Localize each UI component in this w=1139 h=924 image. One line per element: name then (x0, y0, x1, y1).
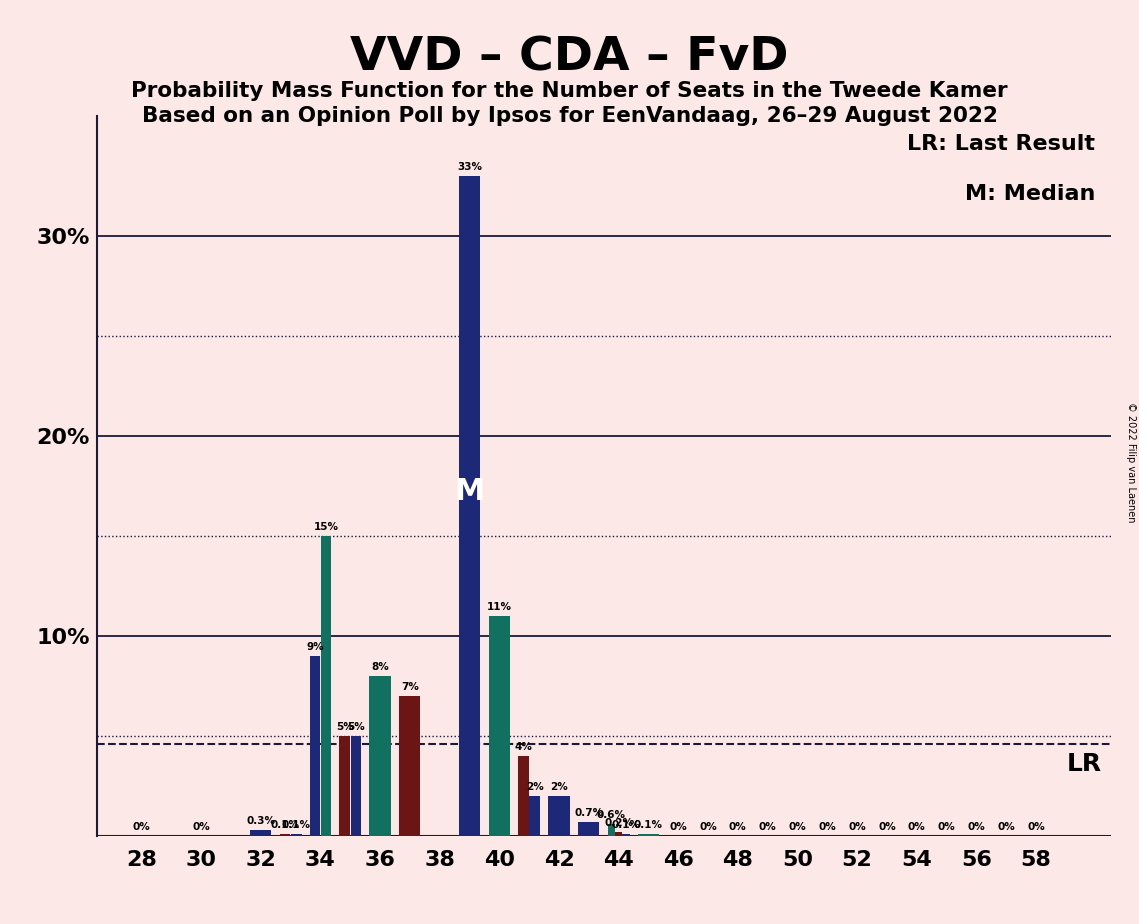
Text: Based on an Opinion Poll by Ipsos for EenVandaag, 26–29 August 2022: Based on an Opinion Poll by Ipsos for Ee… (141, 106, 998, 127)
Text: VVD – CDA – FvD: VVD – CDA – FvD (351, 35, 788, 80)
Text: 0%: 0% (670, 822, 687, 833)
Bar (400, 696, 420, 836)
Bar (251, 831, 271, 836)
Bar (339, 736, 350, 836)
Bar (623, 834, 630, 836)
Text: 0.6%: 0.6% (597, 810, 625, 821)
Text: 0%: 0% (729, 822, 747, 833)
Text: 0%: 0% (908, 822, 926, 833)
Text: 7%: 7% (401, 682, 419, 692)
Bar (579, 822, 599, 836)
Text: 33%: 33% (457, 162, 482, 172)
Text: 0%: 0% (937, 822, 956, 833)
Text: 2%: 2% (550, 783, 568, 792)
Bar (530, 796, 540, 836)
Text: 0%: 0% (849, 822, 866, 833)
Text: © 2022 Filip van Laenen: © 2022 Filip van Laenen (1126, 402, 1136, 522)
Bar (489, 616, 510, 836)
Text: 5%: 5% (336, 723, 353, 732)
Text: 0%: 0% (1027, 822, 1044, 833)
Text: 0.1%: 0.1% (612, 821, 640, 831)
Text: 0.1%: 0.1% (271, 821, 300, 831)
Bar (459, 176, 481, 836)
Text: 2%: 2% (526, 783, 543, 792)
Bar (607, 824, 615, 836)
Bar (369, 676, 391, 836)
Text: 11%: 11% (486, 602, 511, 612)
Text: 0%: 0% (967, 822, 985, 833)
Text: 0%: 0% (788, 822, 806, 833)
Text: 8%: 8% (371, 663, 388, 672)
Text: M: Median: M: Median (965, 184, 1096, 204)
Text: 0.1%: 0.1% (281, 821, 311, 831)
Bar (548, 796, 570, 836)
Text: 0%: 0% (192, 822, 210, 833)
Text: 0%: 0% (819, 822, 836, 833)
Bar (518, 756, 528, 836)
Text: 0%: 0% (699, 822, 716, 833)
Text: 0%: 0% (132, 822, 150, 833)
Bar (638, 834, 659, 836)
Text: 0.2%: 0.2% (604, 819, 633, 828)
Text: 0%: 0% (759, 822, 777, 833)
Text: LR: LR (1066, 752, 1101, 776)
Text: Probability Mass Function for the Number of Seats in the Tweede Kamer: Probability Mass Function for the Number… (131, 81, 1008, 102)
Bar (615, 833, 622, 836)
Text: 0%: 0% (878, 822, 895, 833)
Bar (290, 834, 302, 836)
Text: 4%: 4% (515, 742, 532, 752)
Bar (321, 536, 331, 836)
Bar (351, 736, 361, 836)
Text: 9%: 9% (306, 642, 323, 652)
Text: 15%: 15% (313, 522, 338, 532)
Bar (310, 656, 320, 836)
Text: 0.1%: 0.1% (634, 821, 663, 831)
Bar (280, 834, 290, 836)
Text: LR: Last Result: LR: Last Result (908, 134, 1096, 153)
Text: 0.7%: 0.7% (574, 808, 604, 819)
Text: 0.3%: 0.3% (246, 816, 276, 826)
Text: 0%: 0% (998, 822, 1015, 833)
Text: M: M (454, 477, 485, 506)
Text: 5%: 5% (347, 723, 364, 732)
